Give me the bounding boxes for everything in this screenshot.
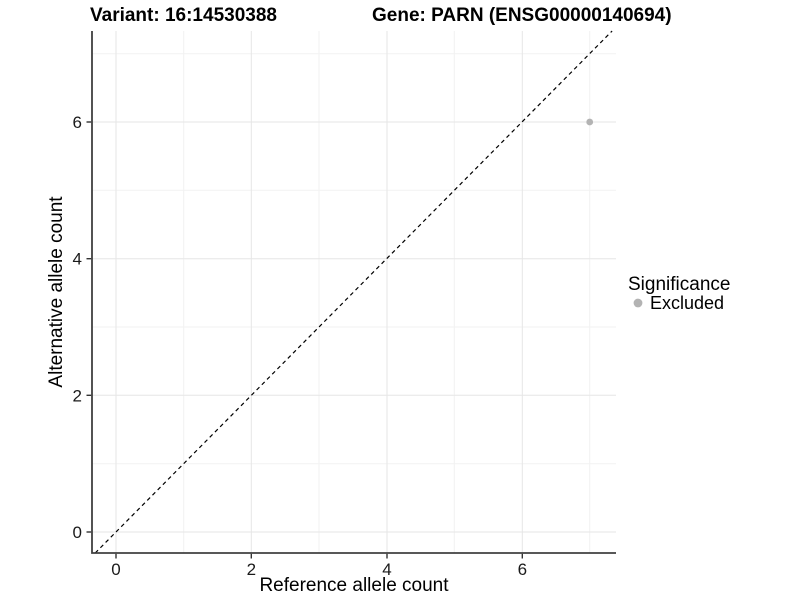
gridlines-major xyxy=(92,31,616,553)
gridlines-minor xyxy=(92,31,616,553)
x-axis-tick-labels: 0 2 4 6 xyxy=(111,560,527,579)
legend-title: Significance xyxy=(628,274,730,295)
legend: Significance Excluded xyxy=(628,274,730,313)
x-tick-label: 0 xyxy=(111,560,120,579)
plot-title-gene: Gene: PARN (ENSG00000140694) xyxy=(372,5,672,26)
x-tick-label: 4 xyxy=(382,560,391,579)
y-tick-label: 4 xyxy=(73,250,82,269)
plot-title-variant: Variant: 16:14530388 xyxy=(90,5,277,26)
legend-item-label: Excluded xyxy=(650,293,724,313)
x-tick-label: 2 xyxy=(247,560,256,579)
data-point-excluded xyxy=(586,118,594,126)
y-axis-title: Alternative allele count xyxy=(46,196,67,388)
x-axis-title: Reference allele count xyxy=(259,575,449,596)
y-tick-label: 2 xyxy=(73,386,82,405)
legend-key-dot xyxy=(633,298,643,308)
plot-panel xyxy=(92,31,616,553)
y-tick-label: 0 xyxy=(73,523,82,542)
y-axis-tick-labels: 0 2 4 6 xyxy=(73,113,82,542)
axis-lines xyxy=(91,31,616,554)
tick-marks xyxy=(86,121,523,559)
y-tick-label: 6 xyxy=(73,113,82,132)
x-tick-label: 6 xyxy=(518,560,527,579)
